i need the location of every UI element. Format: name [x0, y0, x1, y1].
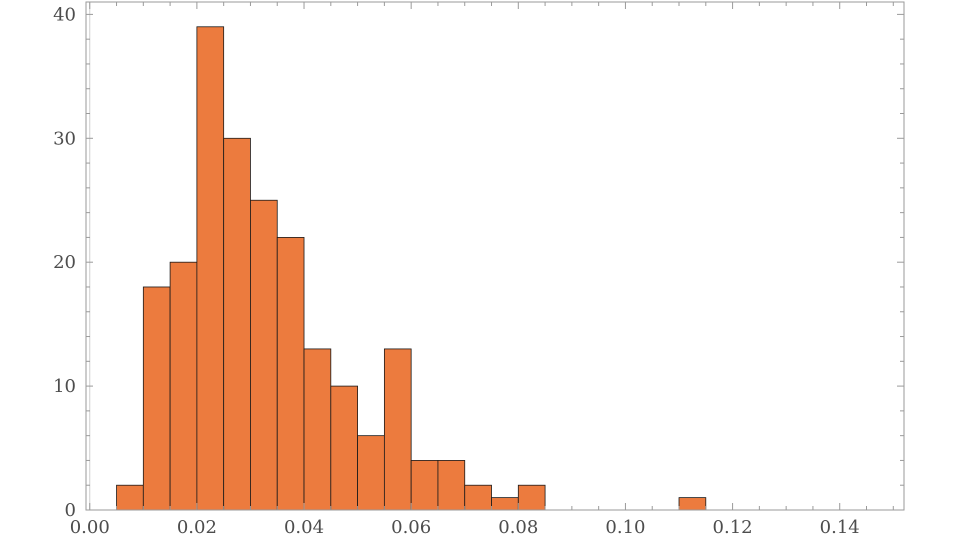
x-tick-label: 0.04 — [284, 517, 324, 538]
plot-frame — [85, 1, 905, 511]
histogram-bar — [303, 348, 332, 511]
x-tick-label: 0.14 — [820, 517, 860, 538]
y-tick-label: 10 — [53, 376, 76, 397]
histogram-bar — [437, 460, 466, 511]
y-tick-label: 0 — [65, 500, 76, 521]
histogram-bar — [196, 26, 225, 511]
x-tick-label: 0.02 — [177, 517, 217, 538]
y-tick-label: 20 — [53, 252, 76, 273]
x-tick-label: 0.12 — [713, 517, 753, 538]
histogram-bar — [678, 497, 707, 511]
plot-area — [89, 2, 707, 511]
histogram-bar — [276, 237, 305, 511]
histogram-bar — [383, 348, 412, 511]
histogram-bar — [116, 484, 144, 511]
histogram-bar — [357, 435, 385, 511]
histogram-bar — [464, 484, 492, 511]
histogram-bar — [491, 497, 519, 511]
histogram-bar — [330, 385, 358, 511]
y-tick-label: 30 — [53, 128, 76, 149]
histogram-bar — [517, 484, 546, 511]
x-tick-label: 0.06 — [391, 517, 431, 538]
histogram-bar — [223, 137, 251, 511]
histogram-bar — [410, 460, 439, 511]
x-tick-label: 0.10 — [605, 517, 645, 538]
histogram-bar — [169, 261, 198, 511]
x-tick-label: 0.08 — [498, 517, 538, 538]
histogram-bar — [142, 286, 171, 511]
histogram-bar — [250, 199, 278, 511]
y-tick-label: 40 — [53, 4, 76, 25]
axes: 0.00 0.02 0.04 0.06 0.08 0.10 0.12 0.14 0 10 20 30 4… — [53, 1, 905, 538]
x-tick-label: 0.00 — [70, 517, 110, 538]
